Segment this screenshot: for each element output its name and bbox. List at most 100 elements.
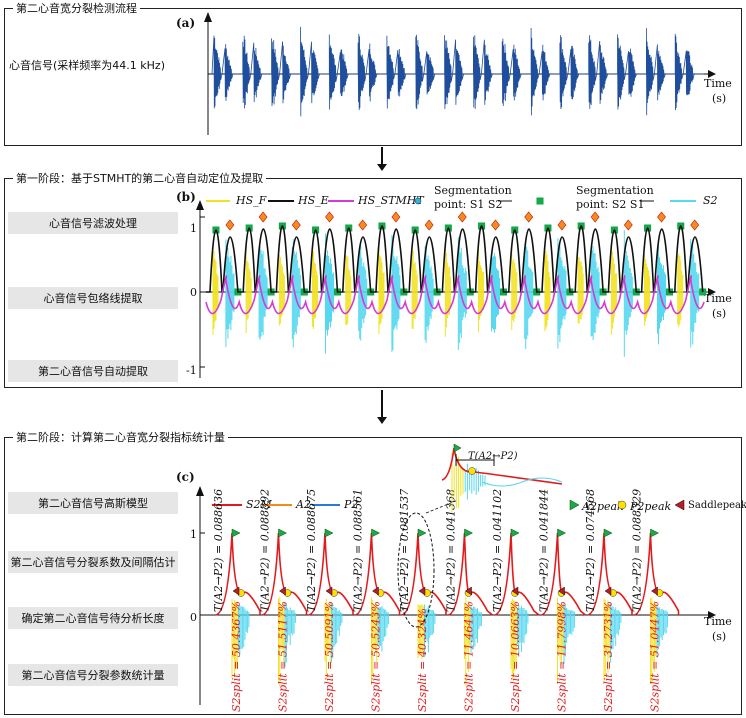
legend-a2: A2 — [296, 498, 311, 511]
interval-label: T(A2→P2) = 0.041102 — [491, 489, 504, 612]
panel-c-tick-1: 1 — [190, 528, 197, 541]
interval-label: T(A2→P2) = 0.074568 — [584, 489, 597, 612]
s2-peak-marker — [657, 211, 666, 223]
zoom-link — [425, 499, 459, 514]
saddle-marker — [418, 586, 426, 596]
panel-c-label: (c) — [176, 470, 195, 484]
step-length: 确定第二心音信号待分析长度 — [8, 607, 178, 629]
heart-signal-label: 心音信号(采样频率为44.1 kHz) — [9, 59, 165, 72]
legend-hs-stmht: HS_STMHT — [358, 194, 424, 207]
split-percent-label: S2split = 51.5117% — [277, 601, 290, 712]
split-percent-label: S2split = 31.2731% — [602, 601, 615, 712]
a2-peak-marker — [464, 528, 474, 538]
inset-a2-peak — [453, 443, 462, 453]
s2-peak-marker — [491, 219, 500, 231]
saddle-marker — [325, 586, 333, 596]
saddle-marker — [232, 586, 240, 596]
s2m-curve — [494, 532, 540, 616]
step-stats: 第二心音信号分裂参数统计量 — [8, 664, 178, 686]
legend-p2: P2 — [344, 498, 359, 511]
hs-stmht-curve — [205, 275, 705, 315]
step-envelope: 心音信号包络线提取 — [8, 287, 178, 309]
saddle-marker — [604, 586, 612, 596]
interval-label: T(A2→P2) = 0.041844 — [538, 489, 551, 612]
panel-b-time: Time — [704, 292, 732, 305]
split-percent-label: S2split = 50.4367% — [230, 601, 243, 712]
s2m-curve — [215, 532, 261, 616]
s2-peak-marker — [424, 219, 434, 231]
step-gauss: 第二心音信号高斯模型 — [8, 492, 178, 514]
s2-peak-marker — [524, 211, 534, 223]
inset-s2m-curve — [441, 447, 563, 485]
legend-s2: S2 — [703, 194, 718, 207]
legend-hs-circle — [414, 197, 422, 205]
panel-a-unit: (s) — [712, 92, 727, 105]
interval-label: T(A2→P2) = 0.088561 — [352, 489, 365, 612]
panel-c-tick-0: 0 — [190, 611, 197, 624]
panel-b-y-arrow — [196, 200, 204, 210]
legend-saddle-marker — [674, 499, 685, 511]
a2-peak-marker — [324, 528, 334, 538]
panel-b-tick-0: 0 — [190, 286, 197, 299]
split-percent-label: S2split = 40.324% — [416, 608, 429, 712]
s2m-curve — [634, 532, 680, 616]
legend-p2peak-marker — [617, 500, 627, 510]
s2-peak-marker — [557, 219, 567, 231]
legend-saddle: Saddlepeak — [688, 500, 746, 511]
interval-label: T(A2→P2) = 0.041368 — [445, 489, 458, 612]
heart-sound-waveform — [211, 26, 704, 117]
a2-peak-marker — [650, 528, 660, 538]
s2m-curve — [587, 532, 633, 616]
panel-b-label: (b) — [176, 190, 196, 204]
panel-a-title: 第二心音宽分裂检测流程 — [13, 0, 140, 16]
legend-p2peak: P2peak — [630, 500, 672, 513]
a2-peak-marker — [371, 528, 381, 538]
a2-peak-marker — [278, 528, 288, 538]
legend-seg2-points: point: S2 S1 — [576, 198, 645, 211]
s2m-curve — [541, 532, 586, 616]
panel-c-y-arrow — [196, 486, 204, 496]
saddle-marker — [651, 586, 658, 596]
legend-seg1-points: point: S1 S2 — [434, 198, 503, 211]
inset-interval-label: T(A2→P2) — [468, 451, 518, 462]
saddle-marker — [465, 586, 472, 596]
step-filter: 心音信号滤波处理 — [8, 212, 178, 234]
legend-seg1-title: Segmentation — [434, 184, 512, 197]
panel-b-x-arrow — [708, 288, 716, 296]
legend-hs-e: HS_E — [298, 194, 329, 207]
interval-label: T(A2→P2) = 0.088675 — [305, 489, 318, 612]
legend-a2peak-marker — [569, 499, 580, 511]
s2m-curve — [308, 532, 354, 616]
s2-peak-marker — [325, 211, 334, 223]
saddle-marker — [511, 586, 519, 596]
panel-a-x-arrow — [708, 70, 716, 78]
split-percent-label: S2split = 11.4641% — [463, 601, 476, 712]
panel-c-unit: (s) — [712, 630, 727, 643]
s2-peak-marker — [623, 219, 633, 231]
panel-c: 第二阶段：计算第二心音宽分裂指标统计量 — [4, 429, 742, 715]
split-percent-label: S2split = 51.0447% — [649, 601, 662, 712]
split-percent-label: S2split = 11.7998% — [556, 601, 569, 712]
s2m-curve — [448, 532, 493, 616]
interval-label: T(A2→P2) = 0.088636 — [212, 489, 225, 612]
saddle-marker — [558, 586, 565, 596]
s2-peak-marker — [258, 211, 268, 223]
step-split-coef: 第二心音信号分裂系数及间隔估计 — [8, 551, 178, 573]
panel-a-label: (a) — [176, 16, 196, 30]
split-percent-label: S2split = 50.5091% — [323, 601, 336, 712]
s2-peak-marker — [391, 211, 401, 223]
saddle-marker — [372, 586, 379, 596]
a2-peak-marker — [603, 528, 613, 538]
panel-b-tick-1: 1 — [190, 222, 197, 235]
inset-tail — [481, 477, 563, 487]
legend-a2peak: A2peak — [582, 500, 624, 513]
interval-label: T(A2→P2) = 0.088329 — [631, 489, 644, 612]
s2m-curve — [355, 532, 401, 616]
step-extract: 第二心音信号自动提取 — [8, 360, 178, 382]
a2-peak-marker — [231, 528, 241, 538]
flow-arrow-1 — [377, 147, 387, 171]
panel-b-unit: (s) — [712, 307, 727, 320]
panel-a: 第二心音宽分裂检测流程 心音信号(采样频率为44.1 kHz) — [4, 0, 742, 146]
saddle-marker — [279, 586, 286, 596]
